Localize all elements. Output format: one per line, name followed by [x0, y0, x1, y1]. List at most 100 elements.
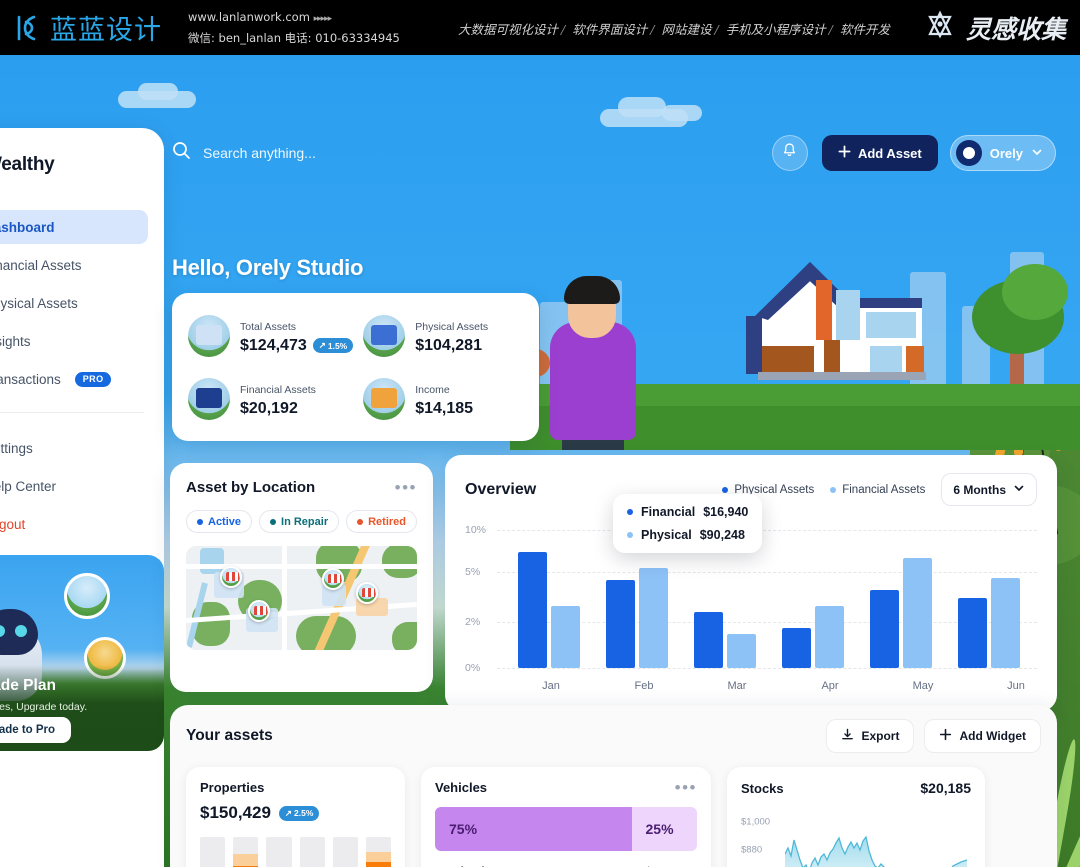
grid-line [497, 530, 1037, 531]
properties-bar[interactable] [233, 837, 259, 867]
overview-card: Overview Physical Assets Financial Asset… [445, 455, 1057, 711]
y-tick-label: 0% [465, 662, 481, 674]
banner-nav-item-3[interactable]: 手机及小程序设计 [725, 22, 826, 37]
properties-bar[interactable] [365, 837, 392, 867]
banner-nav-item-0[interactable]: 大数据可视化设计 [458, 22, 559, 37]
bar-financial[interactable] [903, 558, 932, 668]
bar-physical[interactable] [782, 628, 811, 668]
bar-group-apr[interactable] [769, 530, 857, 668]
sidebar-item-physical-assets[interactable]: Physical Assets [0, 286, 148, 320]
map-pin[interactable] [248, 600, 270, 622]
properties-change-badge: ↗ 2.5% [278, 805, 320, 821]
filter-retired[interactable]: Retired [346, 510, 418, 533]
sidebar-item-transactions[interactable]: Transactions PRO [0, 362, 148, 396]
plus-icon [838, 145, 851, 161]
bar-group-mar[interactable] [681, 530, 769, 668]
sidebar-item-logout[interactable]: Logout [0, 507, 148, 541]
properties-bar-chart [200, 837, 392, 867]
tooltip-value: $16,940 [703, 505, 749, 519]
banner-logo-text: 蓝蓝设计 [50, 15, 162, 46]
stat-value: $20,192 [240, 399, 298, 417]
bar-group-jan[interactable] [505, 530, 593, 668]
x-tick-label: Apr [821, 680, 839, 692]
banner-nav-item-1[interactable]: 软件界面设计 [572, 22, 648, 37]
stocks-sparkline [785, 835, 967, 867]
legend-label: Physical Assets [734, 483, 815, 496]
bar-group-jun[interactable] [945, 530, 1033, 668]
bar-physical[interactable] [694, 612, 723, 668]
map-pin[interactable] [322, 568, 344, 590]
time-range-select[interactable]: 6 Months [941, 473, 1037, 506]
properties-bar[interactable] [299, 837, 325, 867]
bar-physical[interactable] [518, 552, 547, 668]
y-tick-label: 10% [465, 524, 487, 536]
inspiration-star-icon [923, 8, 957, 47]
user-menu[interactable]: Orely [949, 135, 1056, 171]
house-illustration [700, 254, 950, 404]
map-pin[interactable] [356, 582, 378, 604]
banner-nav-item-2[interactable]: 网站建设 [661, 22, 712, 37]
properties-bar[interactable] [266, 837, 292, 867]
bar-financial[interactable] [639, 568, 668, 668]
export-button[interactable]: Export [826, 719, 915, 753]
upgrade-plan-card[interactable]: Upgrade Plan AI Features, Upgrade today.… [0, 555, 164, 751]
properties-card: Properties $150,429 ↗ 2.5% [186, 767, 405, 867]
pro-badge: PRO [74, 371, 112, 387]
chart-legend: Physical Assets Financial Assets [722, 484, 925, 496]
bar-physical[interactable] [606, 580, 635, 668]
sidebar-item-label: Help Center [0, 478, 57, 494]
filter-active[interactable]: Active [186, 510, 253, 533]
search-input[interactable] [203, 145, 543, 161]
filter-label: Retired [368, 515, 407, 528]
tooltip-label: Financial [641, 505, 696, 519]
lanlan-logo-icon [14, 13, 44, 43]
vehicles-segment-b[interactable]: 25% [631, 807, 697, 851]
location-filters: Active In Repair Retired [186, 510, 418, 533]
vehicles-split-bar: 75% 25% [435, 807, 697, 851]
bar-financial[interactable] [551, 606, 580, 668]
location-map[interactable] [186, 546, 417, 650]
bar-physical[interactable] [870, 590, 899, 668]
bar-financial[interactable] [991, 578, 1020, 668]
bell-icon [781, 142, 798, 164]
search-bar[interactable] [172, 141, 772, 165]
notifications-button[interactable] [771, 135, 808, 171]
chevron-down-icon [1031, 146, 1043, 161]
sidebar-item-insights[interactable]: Insights [0, 324, 148, 358]
greeting-title: Hello, Orely Studio [172, 255, 364, 280]
properties-bar[interactable] [200, 837, 226, 867]
bar-physical[interactable] [958, 598, 987, 668]
add-asset-button[interactable]: Add Asset [821, 135, 938, 171]
robot-head-illustration [0, 609, 38, 655]
card-title: Properties [200, 780, 265, 795]
bar-group-feb[interactable] [593, 530, 681, 668]
x-tick-label: Mar [727, 680, 747, 692]
bar-financial[interactable] [815, 606, 844, 668]
stat-label: Total Assets [240, 320, 297, 333]
add-widget-button[interactable]: Add Widget [924, 719, 1041, 753]
filter-label: Active [208, 515, 242, 528]
income-icon [363, 377, 406, 420]
tooltip-label: Physical [641, 528, 692, 542]
sidebar-item-financial-assets[interactable]: Financial Assets [0, 248, 148, 282]
sidebar-item-dashboard[interactable]: Dashboard [0, 210, 148, 244]
bar-group-may[interactable] [857, 530, 945, 668]
banner-nav-item-4[interactable]: 软件开发 [839, 22, 890, 37]
more-horizontal-icon[interactable]: ••• [394, 477, 417, 497]
upgrade-to-pro-button[interactable]: Upgrade to Pro [0, 717, 72, 743]
bar-financial[interactable] [727, 634, 756, 668]
tooltip-row-financial: Financial $16,940 [627, 505, 748, 519]
map-pin[interactable] [220, 566, 242, 588]
sidebar-item-settings[interactable]: Settings [0, 431, 148, 465]
status-dot-icon [357, 518, 364, 525]
vehicles-segment-a[interactable]: 75% [435, 807, 632, 851]
properties-bar[interactable] [332, 837, 358, 867]
search-icon [172, 141, 191, 165]
banner-arrows-icon: ▸▸▸▸▸ [313, 13, 333, 24]
filter-in-repair[interactable]: In Repair [259, 510, 340, 533]
sidebar-nav: Dashboard Financial Assets Physical Asse… [0, 210, 148, 396]
x-tick-label: Jan [542, 680, 560, 692]
sidebar-item-help-center[interactable]: Help Center [0, 469, 148, 503]
panel-title: Your assets [186, 727, 273, 744]
more-horizontal-icon[interactable]: ••• [674, 777, 697, 797]
